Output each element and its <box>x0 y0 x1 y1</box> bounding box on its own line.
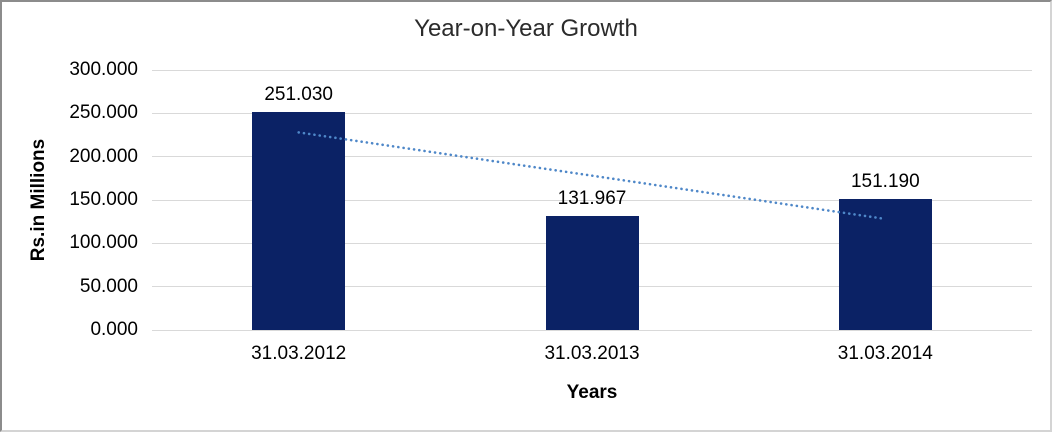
y-axis-tick-label: 150.000 <box>69 189 138 210</box>
y-axis-tick-label: 50.000 <box>79 275 138 297</box>
gridline <box>152 69 1032 71</box>
x-axis-category-label: 31.03.2014 <box>837 343 933 364</box>
y-axis-tick-label: 300.000 <box>69 59 138 80</box>
data-label: 251.030 <box>264 84 333 106</box>
bar <box>545 215 639 330</box>
data-label: 131.967 <box>557 187 627 209</box>
gridline <box>152 329 1032 331</box>
data-label: 151.190 <box>850 170 920 192</box>
bar <box>838 198 932 330</box>
gridline <box>152 112 1032 114</box>
x-axis-title: Years <box>566 382 618 403</box>
y-axis-tick-label: 0.000 <box>90 319 138 340</box>
y-axis-tick-label: 250.000 <box>69 102 138 124</box>
x-axis-category-label: 31.03.2013 <box>544 343 640 364</box>
y-axis-tick-label: 200.000 <box>69 145 138 167</box>
chart-title: Year-on-Year Growth <box>414 15 638 42</box>
bar <box>252 112 346 330</box>
y-axis-tick-label: 100.000 <box>69 232 138 254</box>
x-axis-category-label: 31.03.2012 <box>251 343 347 364</box>
